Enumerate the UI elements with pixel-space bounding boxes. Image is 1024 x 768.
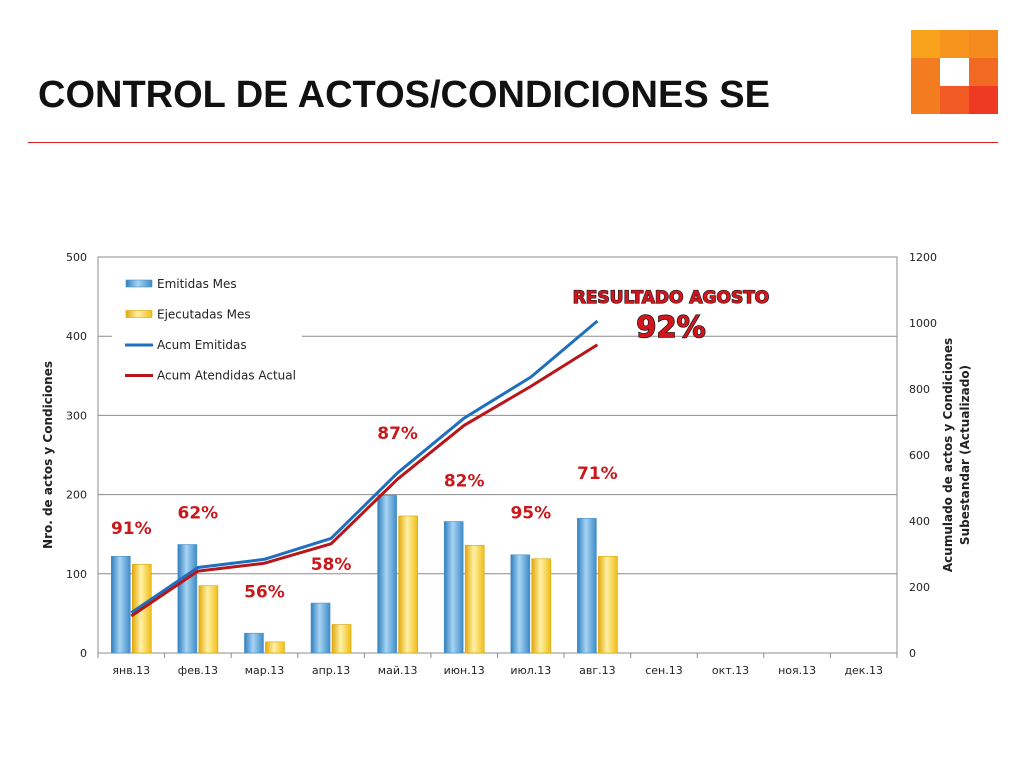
x-tick-label: мар.13 (245, 664, 285, 677)
y-right-axis-title-line: Subestandar (Actualizado) (958, 365, 972, 545)
bar-ejecutadas (531, 558, 552, 654)
y-right-tick-label: 600 (909, 449, 930, 462)
y-right-tick-label: 1200 (909, 251, 937, 264)
x-tick-label: окт.13 (712, 664, 749, 677)
y-right-axis-title: Acumulado de actos y Condiciones Subestan… (941, 338, 972, 572)
y-left-tick-label: 100 (66, 568, 87, 581)
logo-tile (911, 86, 940, 114)
legend-swatch (125, 310, 153, 318)
legend-label: Ejecutadas Mes (157, 308, 251, 322)
logo-tile (969, 86, 998, 114)
x-tick-label: июл.13 (510, 664, 551, 677)
bar-ejecutadas (398, 515, 418, 654)
bar-ejecutadas (198, 585, 219, 654)
percent-label: 95% (510, 503, 551, 523)
percent-label: 82% (444, 472, 485, 492)
x-tick-label: апр.13 (312, 664, 350, 677)
bar-ejecutadas (331, 624, 352, 654)
brand-logo-icon (911, 30, 998, 115)
y-right-tick-label: 800 (909, 383, 930, 396)
y-right-tick-label: 0 (909, 647, 916, 660)
line-acum-atendidas (130, 343, 599, 618)
percent-label: 71% (577, 464, 618, 484)
y-left-tick-label: 400 (66, 330, 87, 343)
legend-label: Acum Atendidas Actual (157, 369, 296, 383)
bar-emitidas (110, 556, 131, 654)
y-right-tick-label: 200 (909, 581, 930, 594)
y-left-tick-label: 200 (66, 489, 87, 502)
logo-tile (940, 86, 969, 114)
y-right-tick-label: 400 (909, 515, 930, 528)
y-right-tick-label: 1000 (909, 317, 937, 330)
legend-label: Emitidas Mes (157, 277, 237, 291)
bar-emitidas (310, 602, 331, 654)
bar-emitidas (177, 544, 198, 654)
x-tick-label: май.13 (378, 664, 418, 677)
title-divider (28, 142, 998, 143)
percent-label: 62% (178, 503, 219, 523)
logo-tile (940, 30, 969, 58)
percent-label: 58% (311, 555, 352, 575)
y-left-axis-title: Nro. de actos y Condiciones (41, 361, 55, 549)
percent-label: 91% (111, 519, 152, 539)
x-tick-label: сен.13 (645, 664, 683, 677)
result-annotation-value: 92% (636, 310, 705, 344)
percent-label: 56% (244, 583, 285, 603)
logo-tile (911, 58, 940, 86)
x-tick-label: янв.13 (112, 664, 150, 677)
bar-emitidas (577, 518, 597, 654)
bar-ejecutadas (464, 544, 485, 654)
bar-emitidas (244, 632, 264, 654)
chart-container: 0 100 200 300 400 500 0 200 400 600 800 1000 1200 янв… (0, 230, 1024, 700)
y-left-tick-label: 500 (66, 251, 87, 264)
page-title: CONTROL DE ACTOS/CONDICIONES SE (38, 74, 770, 116)
x-tick-label: июн.13 (444, 664, 485, 677)
combo-chart: 0 100 200 300 400 500 0 200 400 600 800 1000 1200 янв… (41, 251, 972, 677)
logo-tile (969, 58, 998, 86)
bar-ejecutadas (598, 556, 618, 654)
x-tick-label: ноя.13 (778, 664, 816, 677)
x-tick-label: фев.13 (178, 664, 218, 677)
line-acum-emitidas (130, 319, 599, 614)
legend-swatch (125, 279, 153, 288)
logo-tile (969, 30, 998, 58)
result-annotation-title: RESULTADO AGOSTO (573, 288, 770, 308)
logo-tile (911, 30, 940, 58)
y-left-tick-label: 300 (66, 409, 87, 422)
y-left-tick-label: 0 (80, 647, 87, 660)
logo-tile (940, 58, 969, 86)
percent-label: 87% (377, 424, 418, 444)
bar-emitidas (510, 554, 531, 654)
x-tick-label: дек.13 (844, 664, 883, 677)
legend-label: Acum Emitidas (157, 338, 247, 352)
bar-ejecutadas (265, 641, 285, 654)
bar-emitidas (377, 495, 397, 654)
y-right-axis-title-line: Acumulado de actos y Condiciones (941, 338, 955, 572)
x-tick-label: авг.13 (579, 664, 616, 677)
bar-emitidas (443, 521, 464, 654)
